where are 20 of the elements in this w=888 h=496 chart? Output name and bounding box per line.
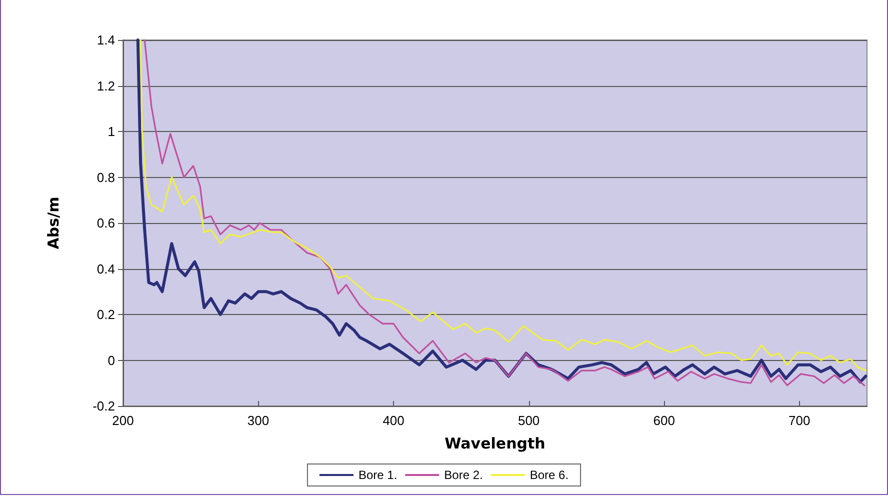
y-tick-label: 0.2 (96, 307, 115, 322)
y-tick-label: 0.4 (96, 261, 115, 276)
y-tick-label: 0.8 (96, 170, 115, 185)
y-tick-label: 0 (108, 352, 115, 368)
x-axis-title: Wavelength (444, 434, 546, 452)
x-tick-label: 400 (382, 413, 404, 428)
x-tick-label: 700 (788, 413, 810, 428)
y-tick-label: 0.6 (96, 216, 115, 230)
y-tick-label: 1.2 (96, 78, 115, 94)
x-tick-label: 500 (518, 413, 540, 428)
y-tick-label: 1.4 (96, 32, 115, 48)
y-tick-label: 1 (108, 124, 115, 139)
y-tick-label: -0.2 (92, 398, 115, 414)
legend-label: Bore 2. (444, 468, 483, 482)
legend-label: Bore 6. (530, 468, 569, 482)
x-tick-label: 300 (247, 413, 270, 428)
x-tick-label: 200 (112, 413, 134, 428)
x-tick-label: 600 (653, 413, 675, 428)
y-axis-title: Abs/m (44, 196, 62, 250)
legend-label: Bore 1. (358, 468, 398, 482)
